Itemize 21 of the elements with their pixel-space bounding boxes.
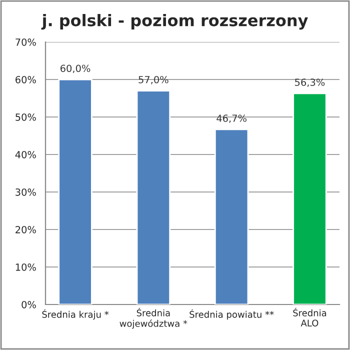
x-tick-label: Średnia ALO (293, 308, 326, 326)
y-tick-label: 50% (16, 113, 36, 121)
y-tick-label: 70% (16, 38, 36, 46)
data-label: 46,7% (216, 114, 246, 123)
x-tick-label: Średnia województwa * (120, 308, 188, 329)
x-tick-label: Średnia powiatu ** (190, 309, 274, 320)
bar (136, 90, 171, 304)
y-tick-label: 30% (16, 188, 36, 196)
bar (214, 128, 249, 304)
data-label: 56,3% (295, 78, 325, 87)
y-tick-label: 20% (16, 226, 36, 234)
y-tick-label: 60% (16, 76, 36, 84)
data-label: 57,0% (138, 76, 168, 84)
bar (58, 78, 92, 304)
y-tick-label: 0% (22, 300, 36, 308)
bar (292, 92, 327, 304)
y-tick-label: 40% (15, 150, 36, 158)
chart-title: j. polski - poziom rozszerzony (41, 14, 308, 30)
data-label: 60,0% (60, 64, 90, 74)
x-tick-label: Średnia kraju * (42, 309, 109, 320)
y-tick-label: 10% (16, 263, 36, 271)
